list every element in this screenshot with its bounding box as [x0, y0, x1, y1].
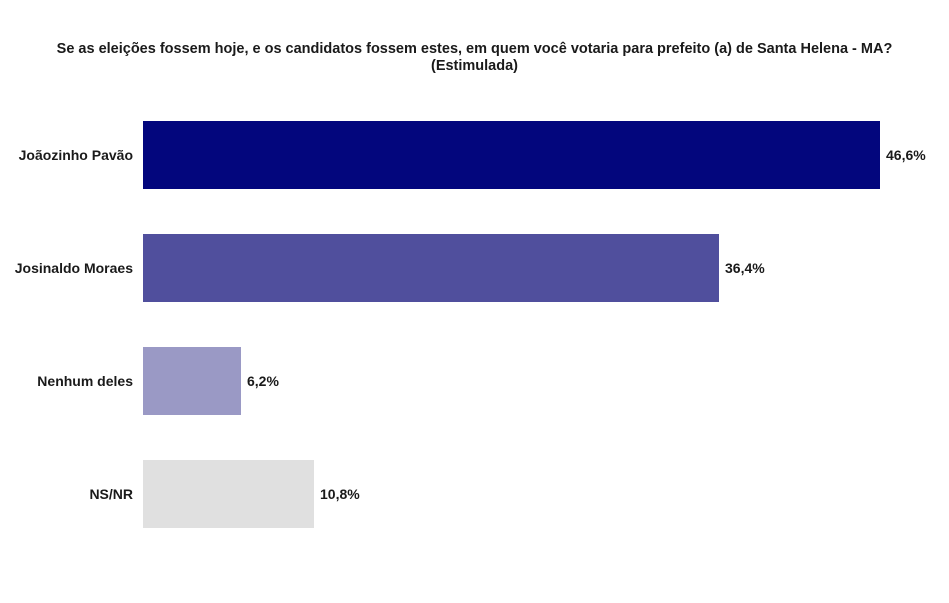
bar-track: 46,6% [143, 121, 949, 189]
value-label-josinaldo-moraes: 36,4% [725, 260, 765, 276]
bar-josinaldo-moraes [143, 234, 719, 302]
value-label-ns-nr: 10,8% [320, 486, 360, 502]
bar-rows: Joãozinho Pavão 46,6% Josinaldo Moraes 3… [0, 121, 949, 528]
bar-nenhum-deles [143, 347, 241, 415]
bar-track: 10,8% [143, 460, 949, 528]
bar-ns-nr [143, 460, 314, 528]
value-label-nenhum-deles: 6,2% [247, 373, 279, 389]
bar-row-joaozinho-pavao: Joãozinho Pavão 46,6% [0, 121, 949, 189]
category-label-ns-nr: NS/NR [89, 486, 133, 502]
bar-track: 6,2% [143, 347, 949, 415]
value-label-joaozinho-pavao: 46,6% [886, 147, 926, 163]
chart-title-line2: (Estimulada) [430, 58, 518, 74]
poll-bar-chart: Se as eleições fossem hoje, e os candida… [0, 41, 949, 603]
bar-track: 36,4% [143, 234, 949, 302]
category-label-nenhum-deles: Nenhum deles [37, 373, 133, 389]
bar-row-nenhum-deles: Nenhum deles 6,2% [0, 347, 949, 415]
category-label-josinaldo-moraes: Josinaldo Moraes [14, 260, 133, 276]
bar-row-ns-nr: NS/NR 10,8% [0, 460, 949, 528]
category-label-joaozinho-pavao: Joãozinho Pavão [18, 147, 133, 163]
bar-joaozinho-pavao [143, 121, 880, 189]
chart-title: Se as eleições fossem hoje, e os candida… [0, 41, 949, 75]
chart-title-line1: Se as eleições fossem hoje, e os candida… [56, 41, 893, 57]
bar-row-josinaldo-moraes: Josinaldo Moraes 36,4% [0, 234, 949, 302]
